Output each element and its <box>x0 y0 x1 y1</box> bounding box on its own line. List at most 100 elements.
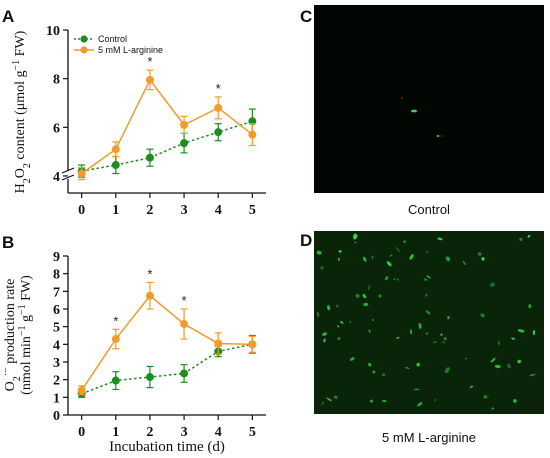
fluorescent-cell <box>480 313 485 318</box>
fluorescent-cell <box>326 397 332 402</box>
fluorescent-cell <box>316 250 322 255</box>
fluorescent-cell <box>372 319 374 321</box>
fluorescent-cell <box>338 257 340 261</box>
panel-b-y-tick-label: 3 <box>53 356 60 371</box>
fluorescent-cell <box>532 330 536 336</box>
fluorescent-cell <box>362 256 367 262</box>
fluorescent-cell <box>425 293 428 297</box>
panel-b-x-tick-label: 3 <box>181 425 188 440</box>
panel-b-control-point <box>111 376 120 385</box>
fluorescent-cell <box>384 276 389 281</box>
panel-a-annotations: ** <box>147 54 220 96</box>
fluorescent-cell <box>507 363 511 369</box>
fluorescent-cell <box>464 357 467 360</box>
fluorescent-cell <box>529 373 536 377</box>
fluorescent-cell <box>413 388 420 391</box>
panel-d: D 5 mM L-arginine <box>300 231 544 445</box>
panel-a-x-tick-label: 0 <box>78 203 85 218</box>
micrograph-control <box>314 5 544 193</box>
panel-b-x-tick-label: 4 <box>215 425 222 440</box>
fluorescent-cell <box>491 407 494 410</box>
fluorescent-cell <box>362 293 367 299</box>
fluorescent-cell <box>418 322 422 329</box>
panel-b-y-tick-label: 4 <box>53 338 60 353</box>
fluorescent-cell <box>494 364 501 369</box>
fluorescent-cell <box>426 275 431 279</box>
micrograph-control-label: Control <box>408 202 450 217</box>
panel-b-y-tick-label: 0 <box>53 409 60 424</box>
fluorescent-cell <box>340 321 344 324</box>
panel-a-control-point <box>111 161 120 170</box>
fluorescent-cell <box>323 338 326 343</box>
panel-b-significance-star: * <box>113 313 118 328</box>
fluorescent-cell <box>353 233 358 240</box>
panel-a-x-tick-label: 1 <box>112 203 119 218</box>
fluorescent-cell <box>337 337 341 341</box>
fluorescent-cell <box>425 251 429 254</box>
fluorescent-cell <box>490 357 496 363</box>
fluorescent-cell <box>528 304 532 309</box>
panel-b-y-tick-label: 9 <box>53 250 60 265</box>
panel-a-control-point <box>214 128 223 137</box>
fluorescent-cell <box>490 282 495 287</box>
panel-b-arginine-point <box>180 320 189 329</box>
panel-a-y-ticks: 4 6 8 10 <box>46 24 68 185</box>
fluorescent-cell <box>443 337 447 341</box>
fluorescent-cell <box>372 370 376 374</box>
fluorescent-cell <box>511 337 515 340</box>
fluorescent-cell <box>513 399 517 403</box>
panel-a-control-point <box>145 153 154 162</box>
panel-b-x-ticks: 0 1 2 3 4 5 <box>78 415 256 440</box>
micrograph-arginine <box>314 231 544 414</box>
fluorescent-cell <box>338 250 342 253</box>
panel-b-control-point <box>145 373 154 382</box>
fluorescent-cell <box>469 385 474 389</box>
fluorescent-cell <box>445 256 451 262</box>
fluorescent-cell <box>434 399 437 402</box>
panel-b-x-axis-title: Incubation time (d) <box>109 439 225 455</box>
fluorescent-cell <box>355 294 360 298</box>
panel-letter-d: D <box>300 231 312 250</box>
fluorescent-cell <box>437 237 443 241</box>
panel-b-control-point <box>180 369 189 378</box>
fluorescent-cell <box>337 325 340 328</box>
fluorescent-cell <box>354 241 357 244</box>
fluorescent-cell <box>410 329 413 335</box>
panel-a-arginine-point <box>214 103 223 112</box>
fluorescent-cell <box>316 311 320 318</box>
panel-c: C Control <box>300 5 544 217</box>
legend-control-marker <box>80 35 88 43</box>
panel-a-arginine-point <box>77 169 86 178</box>
panel-b: B 0 1 2 3 4 5 6 7 8 9 0 1 2 3 4 5 * * * O2·− production … <box>1 233 266 455</box>
fluorescent-cell <box>363 302 369 307</box>
fluorescent-cell <box>445 367 450 374</box>
legend-control-label: Control <box>98 34 127 44</box>
panel-b-y-tick-label: 1 <box>53 391 60 406</box>
panel-b-arginine-point <box>145 291 154 300</box>
panel-letter-b: B <box>2 233 14 252</box>
panel-a-control-line <box>81 120 253 172</box>
panel-b-y-tick-label: 2 <box>53 374 60 389</box>
panel-b-control-line <box>81 343 253 395</box>
panel-b-arginine-point <box>77 386 86 395</box>
fluorescent-cell <box>403 240 407 243</box>
panel-a-control-point <box>180 139 189 148</box>
fluorescent-cell <box>349 321 352 323</box>
fluorescent-cell <box>368 362 372 367</box>
fluorescent-cell <box>425 332 428 335</box>
fluorescent-cell <box>483 395 488 399</box>
fluorescent-cell <box>393 278 396 280</box>
panel-a-arginine-point <box>111 145 120 154</box>
fluorescent-cell <box>425 310 431 315</box>
fluorescent-cell <box>416 362 421 367</box>
fluorescent-cell <box>378 294 382 298</box>
fluorescent-cell <box>433 341 437 344</box>
panel-b-arginine-point <box>111 335 120 344</box>
fluorescent-cell <box>477 252 482 256</box>
fluorescent-cell <box>481 257 485 261</box>
fluorescent-cell <box>498 340 500 346</box>
fluorescent-cell <box>349 357 355 361</box>
panel-a-x-tick-label: 4 <box>215 203 222 218</box>
fluorescent-cell <box>335 304 339 308</box>
panel-a-arginine-line <box>81 78 253 175</box>
